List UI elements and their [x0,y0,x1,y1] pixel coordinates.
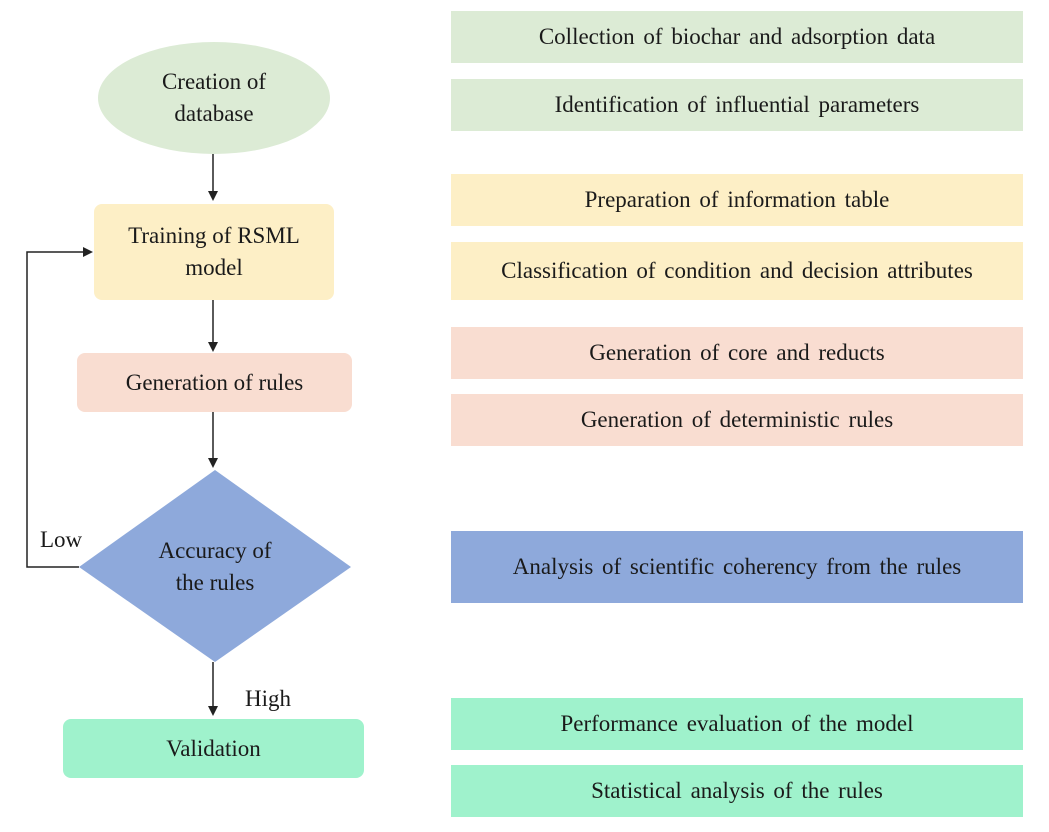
step-label: Identification of influential parameters [554,92,920,117]
accuracy-node: Accuracy of the rules [155,515,275,619]
step-label: Collection of biochar and adsorption dat… [538,24,936,49]
step-preparation-table: Preparation of information table [451,174,1023,226]
step-label: Performance evaluation of the model [560,711,914,736]
validation-node: Validation [63,719,364,778]
step-performance-evaluation: Performance evaluation of the model [451,698,1023,750]
step-label: Statistical analysis of the rules [591,778,883,803]
step-deterministic-rules: Generation of deterministic rules [451,394,1023,446]
high-label: High [245,686,291,711]
generation-of-rules-node: Generation of rules [77,353,352,412]
low-label: Low [40,527,83,552]
creation-of-database-node: Creation of database [98,42,330,154]
generation-of-rules-label: Generation of rules [125,369,304,395]
step-classification-attributes: Classification of condition and decision… [451,242,1023,300]
feedback-loop-low [26,247,93,568]
step-core-reducts: Generation of core and reducts [451,327,1023,379]
step-collection-data: Collection of biochar and adsorption dat… [451,11,1023,63]
training-label: Training of RSML model [128,223,300,280]
accuracy-label: Accuracy of the rules [158,538,272,595]
step-label: Generation of core and reducts [589,340,885,365]
step-label: Classification of condition and decision… [501,258,973,283]
step-statistical-analysis: Statistical analysis of the rules [451,765,1023,817]
accuracy-diamond-shape [79,470,351,662]
creation-of-database-label: Creation of database [161,69,267,126]
step-label: Analysis of scientific coherency from th… [512,554,962,579]
training-node: Training of RSML model [94,204,334,300]
step-label: Generation of deterministic rules [580,407,894,432]
validation-label: Validation [166,735,261,761]
step-scientific-coherency: Analysis of scientific coherency from th… [451,531,1023,603]
step-label: Preparation of information table [584,187,890,212]
step-identification-parameters: Identification of influential parameters [451,79,1023,131]
